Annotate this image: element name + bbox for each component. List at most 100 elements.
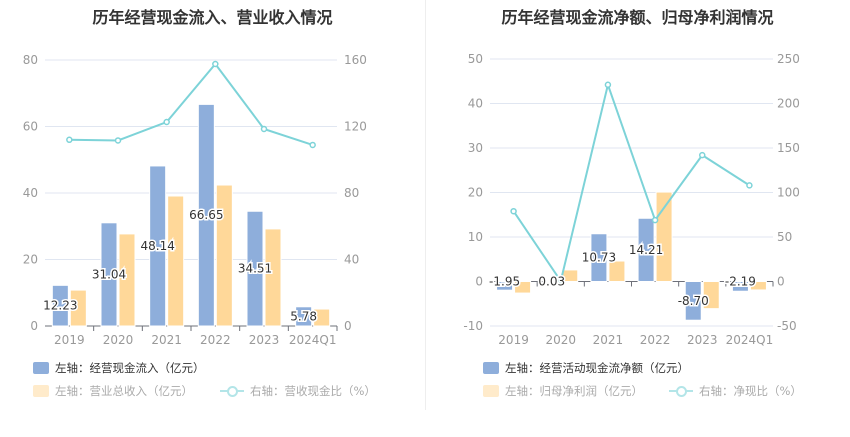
x-axis-tick-label: 2023 — [249, 333, 280, 347]
bar-secondary — [118, 233, 136, 327]
legend-item-cash-inflow[interactable]: 左轴：经营现金流入（亿元） — [33, 360, 205, 376]
left-axis-tick-label: 20 — [23, 253, 38, 267]
left-axis-tick-label: 50 — [468, 52, 483, 66]
bar-secondary — [264, 228, 282, 327]
bar-data-label: -8.70 — [678, 294, 709, 308]
bar-primary — [684, 281, 702, 321]
right-axis-tick-label: -50 — [777, 319, 797, 333]
right-axis-tick-label: 50 — [777, 230, 792, 244]
right-chart-panel: 历年经营现金流净额、归母净利润情况 -10 0 10 20 30 40 50 -50 0 50 10… — [425, 0, 850, 437]
bar-data-label: -1.95 — [489, 275, 520, 289]
panel-divider — [425, 0, 426, 410]
left-axis-tick-label: 0 — [30, 319, 38, 333]
x-axis-tick-label: 2019 — [498, 333, 529, 347]
x-axis-tick-label: 2023 — [687, 333, 718, 347]
ratio-point — [604, 81, 612, 89]
legend-label: 右轴：营收现金比（%） — [250, 384, 376, 398]
legend-line-icon — [669, 385, 693, 397]
legend-item-net-cash-flow[interactable]: 左轴：经营活动现金流净额（亿元） — [483, 360, 689, 376]
legend-line-icon — [220, 385, 244, 397]
bar-primary — [246, 210, 264, 327]
ratio-point — [510, 207, 517, 215]
left-axis-tick-label: 60 — [23, 120, 38, 134]
ratio-point — [309, 141, 316, 149]
left-axis-tick-label: 30 — [468, 141, 483, 155]
ratio-line — [512, 81, 750, 284]
x-axis-tick-label: 2024Q1 — [726, 333, 774, 347]
right-axis-tick-label: 250 — [777, 52, 800, 66]
left-axis-tick-label: 0 — [475, 275, 483, 289]
legend-swatch-bar — [483, 385, 499, 397]
legend-item-ratio[interactable]: 右轴：营收现金比（%） — [220, 383, 376, 399]
right-axis-tick-label: 80 — [344, 186, 359, 200]
left-axis-tick-label: 40 — [23, 186, 38, 200]
ratio-point — [746, 182, 753, 189]
x-axis-tick-label: 2020 — [103, 333, 134, 347]
legend-swatch-bar — [33, 385, 49, 397]
bar-secondary — [655, 191, 673, 282]
left-axis-tick-label: -10 — [463, 319, 483, 333]
ratio-point — [699, 151, 706, 159]
bar-secondary — [69, 289, 87, 327]
bar-data-label: 5.78 — [290, 309, 317, 323]
legend-label: 左轴：营业总收入（亿元） — [55, 384, 193, 398]
right-axis-tick-label: 40 — [344, 253, 359, 267]
left-axis-tick-label: 80 — [23, 53, 38, 67]
bar-data-label: 48.14 — [140, 239, 174, 253]
left-axis-tick-label: 40 — [468, 97, 483, 111]
right-axis-tick-label: 0 — [344, 319, 352, 333]
bar-primary — [149, 165, 167, 327]
bar-primary — [197, 103, 215, 327]
left-axis-tick-label: 10 — [468, 230, 483, 244]
legend-swatch-bar — [483, 362, 499, 374]
legend-item-net-cash-ratio[interactable]: 右轴：净现比（%） — [669, 383, 802, 399]
bar-data-label: -2.19 — [725, 275, 756, 289]
legend-label: 左轴：归母净利润（亿元） — [505, 384, 643, 398]
bar-secondary — [608, 260, 626, 282]
bar-secondary — [514, 281, 532, 294]
x-axis-tick-label: 2020 — [545, 333, 576, 347]
right-axis-tick-label: 160 — [344, 53, 367, 67]
bar-primary — [590, 233, 608, 282]
legend-item-revenue[interactable]: 左轴：营业总收入（亿元） — [33, 383, 193, 399]
legend-swatch-bar — [33, 362, 49, 374]
bar-primary — [637, 217, 655, 283]
right-axis-tick-label: 150 — [777, 141, 800, 155]
bar-primary — [100, 222, 118, 327]
bar-primary — [51, 284, 69, 327]
legend-label: 左轴：经营活动现金流净额（亿元） — [505, 361, 689, 375]
bar-secondary — [749, 281, 767, 291]
right-chart: -10 0 10 20 30 40 50 -50 0 50 100 150 200 250 2019 2020… — [463, 52, 800, 347]
right-axis-tick-label: 200 — [777, 97, 800, 111]
x-axis-tick-label: 2022 — [200, 333, 231, 347]
ratio-point — [163, 118, 170, 126]
bar-data-label: 14.21 — [629, 243, 663, 257]
left-chart-title: 历年经营现金流入、营业收入情况 — [92, 8, 333, 27]
bar-primary — [295, 306, 313, 327]
bar-secondary — [313, 308, 331, 327]
ratio-point — [260, 125, 268, 133]
ratio-point — [651, 216, 659, 224]
ratio-line — [69, 62, 313, 146]
ratio-point — [114, 137, 122, 144]
right-axis-tick-label: 120 — [344, 120, 367, 134]
bar-primary — [496, 281, 514, 291]
left-chart-panel: 历年经营现金流入、营业收入情况 0 20 40 60 80 0 40 80 120 160 2019… — [23, 8, 376, 399]
ratio-point — [66, 136, 73, 144]
bar-data-label: 31.04 — [92, 267, 126, 281]
legend-label: 左轴：经营现金流入（亿元） — [55, 361, 205, 375]
bar-secondary — [167, 195, 185, 327]
bar-secondary — [215, 184, 233, 327]
bar-data-label: 0.03 — [538, 275, 565, 289]
ratio-point — [557, 277, 564, 285]
x-axis-tick-label: 2024Q1 — [289, 333, 337, 347]
legend-item-net-profit[interactable]: 左轴：归母净利润（亿元） — [483, 383, 643, 399]
left-axis-tick-label: 20 — [468, 186, 483, 200]
right-axis-tick-label: 0 — [777, 275, 785, 289]
right-axis-tick-label: 100 — [777, 186, 800, 200]
bar-secondary — [702, 281, 720, 310]
x-axis-tick-label: 2021 — [593, 333, 624, 347]
right-chart-title: 历年经营现金流净额、归母净利润情况 — [501, 8, 774, 27]
x-axis-tick-label: 2019 — [54, 333, 85, 347]
bar-data-label: 10.73 — [582, 251, 616, 265]
